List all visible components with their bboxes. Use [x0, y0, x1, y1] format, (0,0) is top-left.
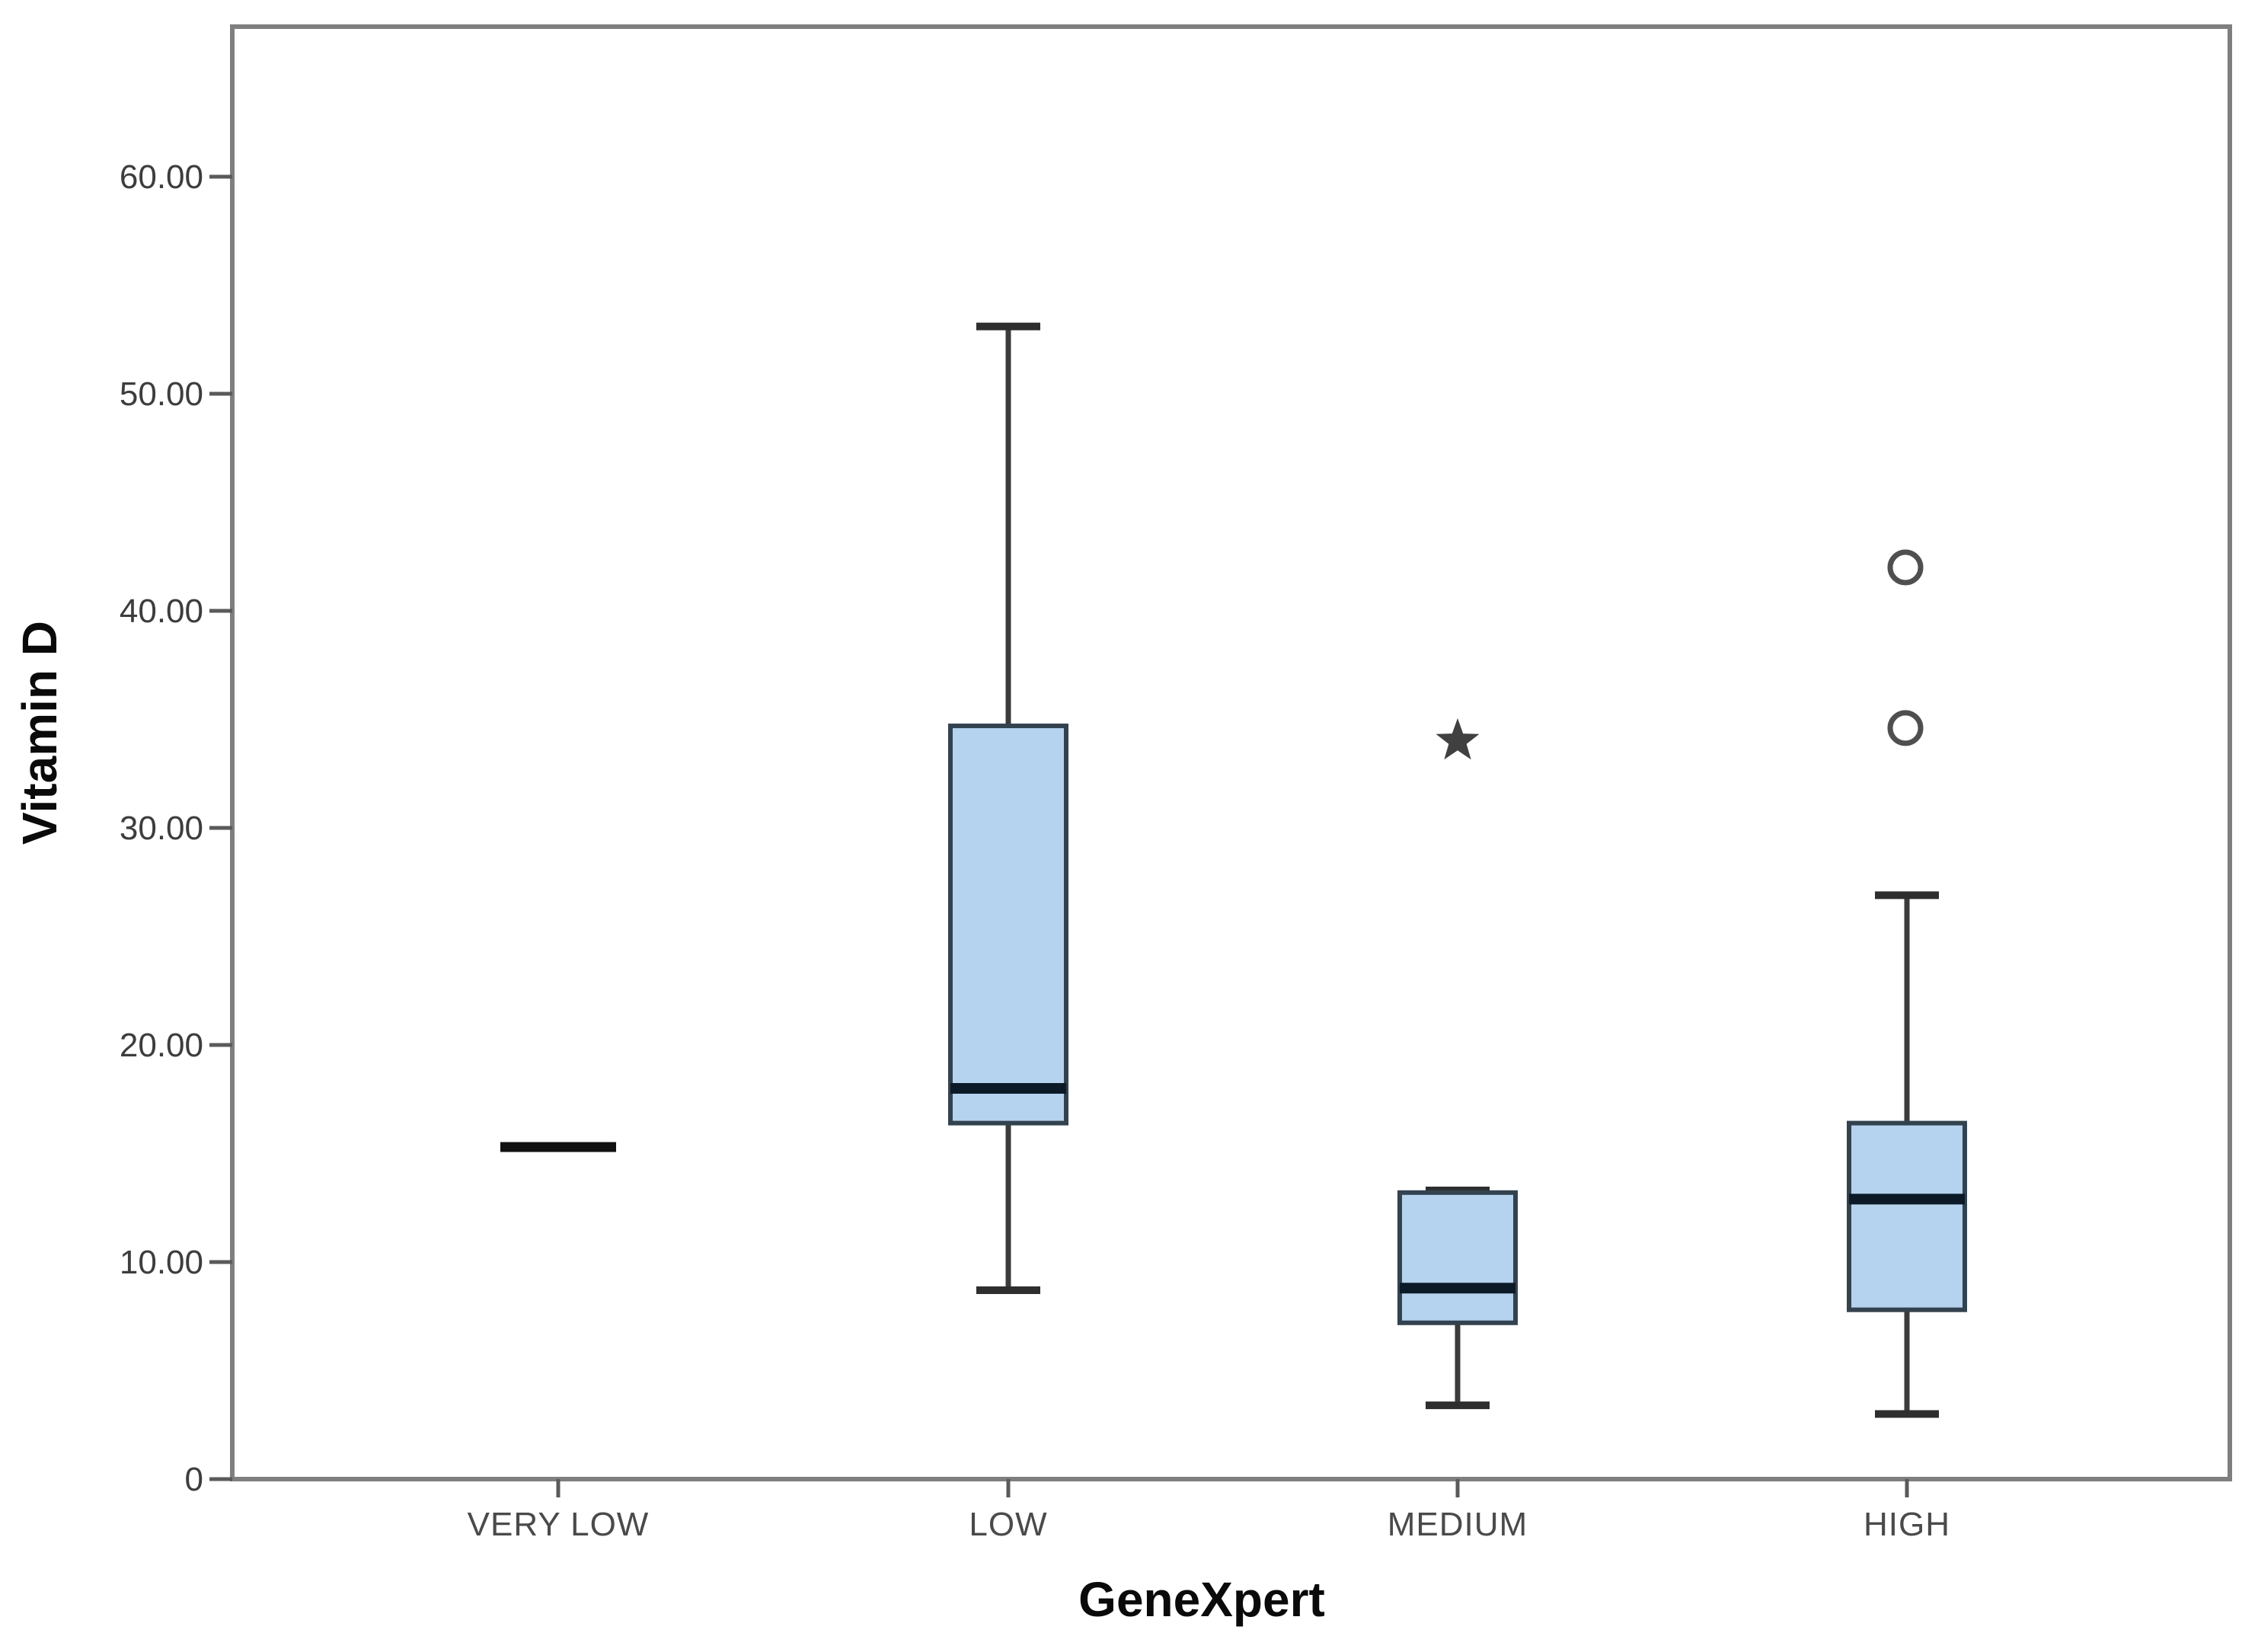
extreme-star-icon-medium: [1436, 718, 1480, 760]
iqr-box-medium: [1397, 1190, 1518, 1325]
y-axis-title: Vitamin D: [12, 621, 67, 845]
y-tick-label: 50.00: [120, 375, 203, 413]
x-category-label-low: LOW: [969, 1506, 1047, 1543]
iqr-box-high: [1847, 1120, 1967, 1312]
y-tick-label: 0: [185, 1461, 203, 1498]
plot-frame: [230, 24, 2232, 1481]
outlier-circle-icon-high: [1887, 549, 1924, 586]
x-category-label-very-low: VERY LOW: [468, 1506, 650, 1543]
y-tick-label: 40.00: [120, 593, 203, 630]
y-tick-label: 60.00: [120, 158, 203, 196]
y-tick-label: 20.00: [120, 1027, 203, 1064]
y-tick-label: 10.00: [120, 1244, 203, 1281]
outlier-circle-icon-high: [1887, 710, 1924, 746]
x-category-label-medium: MEDIUM: [1388, 1506, 1528, 1543]
iqr-box-low: [948, 724, 1068, 1126]
y-tick-label: 30.00: [120, 810, 203, 847]
x-axis-title: GeneXpert: [1078, 1572, 1325, 1627]
x-category-label-high: HIGH: [1864, 1506, 1950, 1543]
